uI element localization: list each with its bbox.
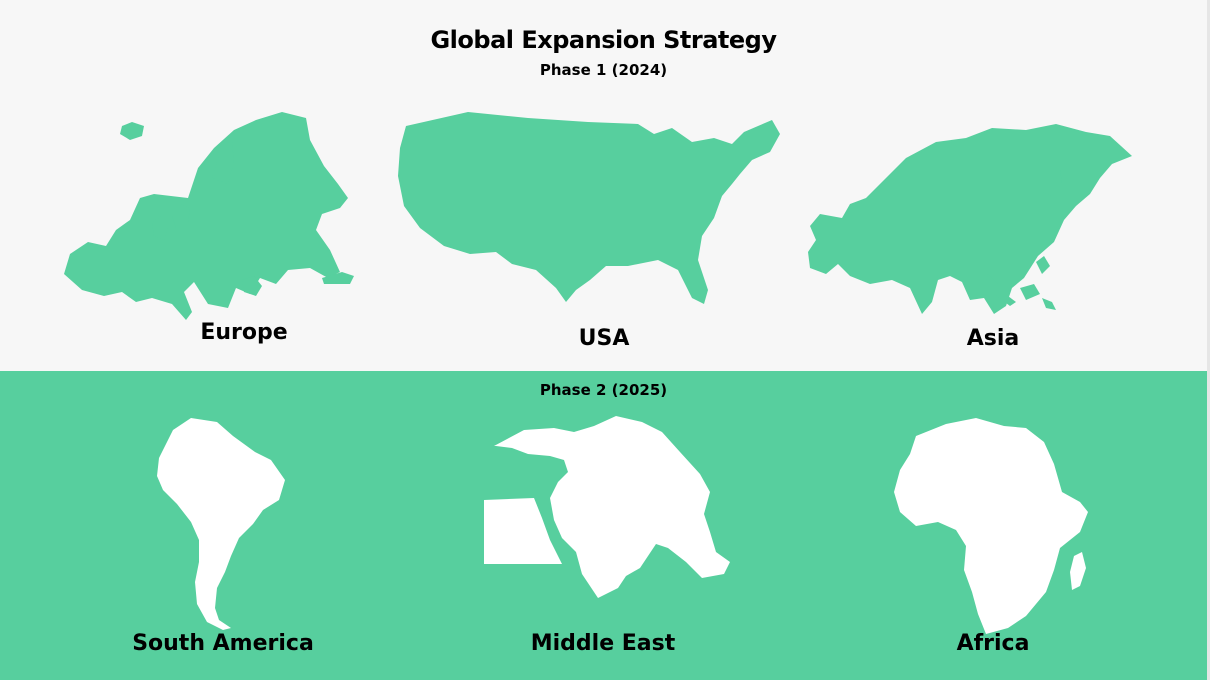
region-label-europe: Europe (200, 320, 288, 345)
asia-map-icon (808, 124, 1132, 314)
edge-divider (1207, 0, 1210, 680)
south-america-map-icon (157, 418, 285, 630)
usa-map-icon (398, 112, 780, 304)
region-label-middle-east: Middle East (530, 631, 676, 656)
middle-east-map-icon (484, 416, 730, 598)
page-title: Global Expansion Strategy (430, 26, 777, 54)
phase-2-label: Phase 2 (2025) (539, 381, 668, 399)
region-label-south-america: South America (132, 631, 314, 656)
region-label-usa: USA (578, 326, 630, 351)
phase-1-label: Phase 1 (2024) (539, 61, 668, 79)
europe-map-icon (64, 112, 354, 320)
region-label-asia: Asia (966, 326, 1020, 351)
africa-map-icon (894, 418, 1088, 634)
region-label-africa: Africa (956, 631, 1030, 656)
